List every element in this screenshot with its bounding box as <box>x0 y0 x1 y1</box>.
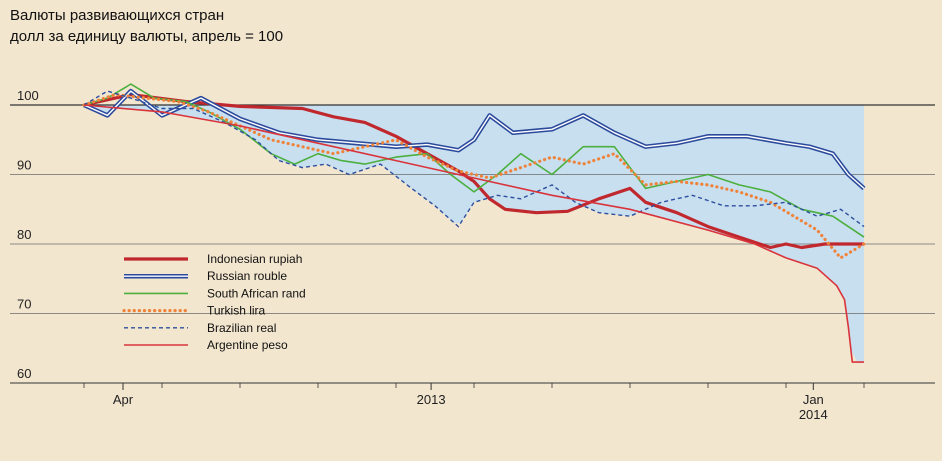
y-tick-label-100: 100 <box>17 88 39 103</box>
series-line-indonesian-rupiah <box>83 93 864 250</box>
y-tick-label-80: 80 <box>17 227 31 242</box>
chart-subtitle: долл за единицу валюты, апрель = 100 <box>10 28 284 45</box>
x-tick-label-2: Jan <box>803 392 824 407</box>
x-tick-sublabel-2: 2014 <box>799 407 828 422</box>
series-line-russian-rouble-inner <box>83 90 865 189</box>
chart-title: Валюты развивающихся стран <box>10 7 225 24</box>
series-line-argentine-peso <box>83 104 864 363</box>
legend-turkish-lira-label: Turkish lira <box>207 304 266 318</box>
y-tick-label-90: 90 <box>17 158 31 173</box>
series-line-turkish-lira <box>82 92 866 260</box>
x-tick-label-1: 2013 <box>417 392 446 407</box>
legend-russian-rouble-label: Russian rouble <box>207 269 287 283</box>
legend-indonesian-rupiah-label: Indonesian rupiah <box>207 252 302 266</box>
y-tick-label-70: 70 <box>17 297 31 312</box>
shaded-band <box>84 105 864 363</box>
legend-south-african-rand-label: South African rand <box>207 286 306 300</box>
y-tick-label-60: 60 <box>17 366 31 381</box>
legend-brazilian-real-label: Brazilian real <box>207 321 276 335</box>
series-line-brazilian-real <box>83 90 865 228</box>
x-tick-label-0: Apr <box>113 392 134 407</box>
legend-argentine-peso-label: Argentine peso <box>207 338 288 352</box>
series-line-south-african-rand <box>83 83 865 238</box>
